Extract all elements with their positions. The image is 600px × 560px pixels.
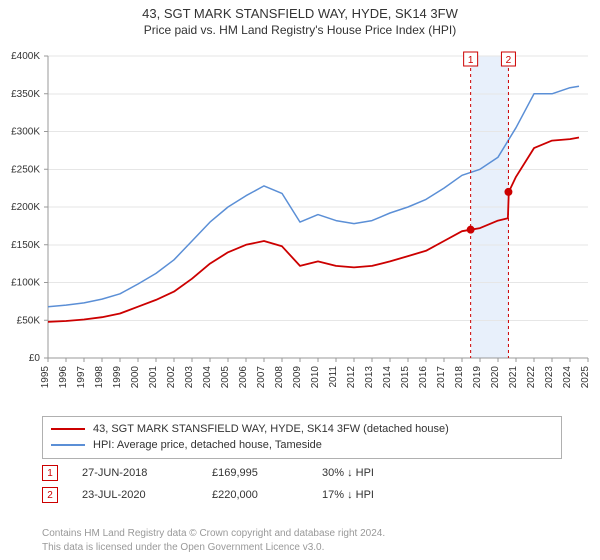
title-address: 43, SGT MARK STANSFIELD WAY, HYDE, SK14 … xyxy=(0,6,600,21)
svg-text:2002: 2002 xyxy=(166,366,177,389)
svg-text:1996: 1996 xyxy=(58,366,69,389)
svg-text:1999: 1999 xyxy=(112,366,123,389)
legend: 43, SGT MARK STANSFIELD WAY, HYDE, SK14 … xyxy=(42,416,562,459)
sale-delta-1: 30% ↓ HPI xyxy=(322,467,442,479)
svg-text:2018: 2018 xyxy=(454,366,465,389)
svg-text:2004: 2004 xyxy=(202,366,213,389)
legend-label-property: 43, SGT MARK STANSFIELD WAY, HYDE, SK14 … xyxy=(93,423,449,435)
legend-swatch-property xyxy=(51,428,85,430)
footer-line1: Contains HM Land Registry data © Crown c… xyxy=(42,527,562,541)
legend-swatch-hpi xyxy=(51,444,85,446)
svg-text:2020: 2020 xyxy=(490,366,501,389)
sales-table: 1 27-JUN-2018 £169,995 30% ↓ HPI 2 23-JU… xyxy=(42,462,562,506)
svg-text:2012: 2012 xyxy=(346,366,357,389)
svg-text:1: 1 xyxy=(468,55,474,66)
line-chart-svg: £0 £50K £100K £150K £200K £250K £300K £350K £400… xyxy=(0,48,600,408)
legend-item-hpi: HPI: Average price, detached house, Tame… xyxy=(51,437,553,453)
svg-text:£100K: £100K xyxy=(11,278,40,289)
sale-delta-2: 17% ↓ HPI xyxy=(322,489,442,501)
svg-text:1998: 1998 xyxy=(94,366,105,389)
svg-text:2017: 2017 xyxy=(436,366,447,389)
svg-text:£400K: £400K xyxy=(11,51,40,62)
svg-text:2011: 2011 xyxy=(328,366,339,388)
chart-area: £0 £50K £100K £150K £200K £250K £300K £350K £400… xyxy=(0,48,600,408)
svg-text:£0: £0 xyxy=(29,353,41,364)
svg-text:£200K: £200K xyxy=(11,202,40,213)
footer-line2: This data is licensed under the Open Gov… xyxy=(42,541,562,555)
sale-date-1: 27-JUN-2018 xyxy=(82,467,212,479)
svg-text:2014: 2014 xyxy=(382,366,393,389)
svg-text:2019: 2019 xyxy=(472,366,483,389)
svg-text:2016: 2016 xyxy=(418,366,429,389)
svg-text:2015: 2015 xyxy=(400,366,411,389)
svg-text:2010: 2010 xyxy=(310,366,321,389)
sale-row-1: 1 27-JUN-2018 £169,995 30% ↓ HPI xyxy=(42,462,562,484)
svg-text:2007: 2007 xyxy=(256,366,267,389)
svg-text:2005: 2005 xyxy=(220,366,231,389)
svg-text:£300K: £300K xyxy=(11,127,40,138)
svg-text:2013: 2013 xyxy=(364,366,375,389)
sale-date-2: 23-JUL-2020 xyxy=(82,489,212,501)
svg-text:2022: 2022 xyxy=(526,366,537,389)
svg-text:£50K: £50K xyxy=(17,315,41,326)
svg-text:2023: 2023 xyxy=(544,366,555,389)
svg-text:£250K: £250K xyxy=(11,164,40,175)
chart-title-block: 43, SGT MARK STANSFIELD WAY, HYDE, SK14 … xyxy=(0,0,600,37)
sale-badge-2: 2 xyxy=(42,487,58,503)
svg-text:2006: 2006 xyxy=(238,366,249,389)
sale-row-2: 2 23-JUL-2020 £220,000 17% ↓ HPI xyxy=(42,484,562,506)
sale-badge-1: 1 xyxy=(42,465,58,481)
svg-text:2000: 2000 xyxy=(130,366,141,389)
svg-text:2021: 2021 xyxy=(508,366,519,389)
sale-price-1: £169,995 xyxy=(212,467,322,479)
svg-text:2001: 2001 xyxy=(148,366,159,389)
footer-attribution: Contains HM Land Registry data © Crown c… xyxy=(42,527,562,554)
svg-text:2003: 2003 xyxy=(184,366,195,389)
legend-item-property: 43, SGT MARK STANSFIELD WAY, HYDE, SK14 … xyxy=(51,421,553,437)
svg-text:1997: 1997 xyxy=(76,366,87,389)
legend-label-hpi: HPI: Average price, detached house, Tame… xyxy=(93,439,322,451)
svg-text:2008: 2008 xyxy=(274,366,285,389)
svg-text:2009: 2009 xyxy=(292,366,303,389)
svg-text:2: 2 xyxy=(506,55,512,66)
sale-price-2: £220,000 xyxy=(212,489,322,501)
svg-text:£150K: £150K xyxy=(11,240,40,251)
title-subtitle: Price paid vs. HM Land Registry's House … xyxy=(0,23,600,37)
svg-text:1995: 1995 xyxy=(40,366,51,389)
svg-text:2024: 2024 xyxy=(562,366,573,389)
svg-text:£350K: £350K xyxy=(11,89,40,100)
svg-text:2025: 2025 xyxy=(580,366,591,389)
